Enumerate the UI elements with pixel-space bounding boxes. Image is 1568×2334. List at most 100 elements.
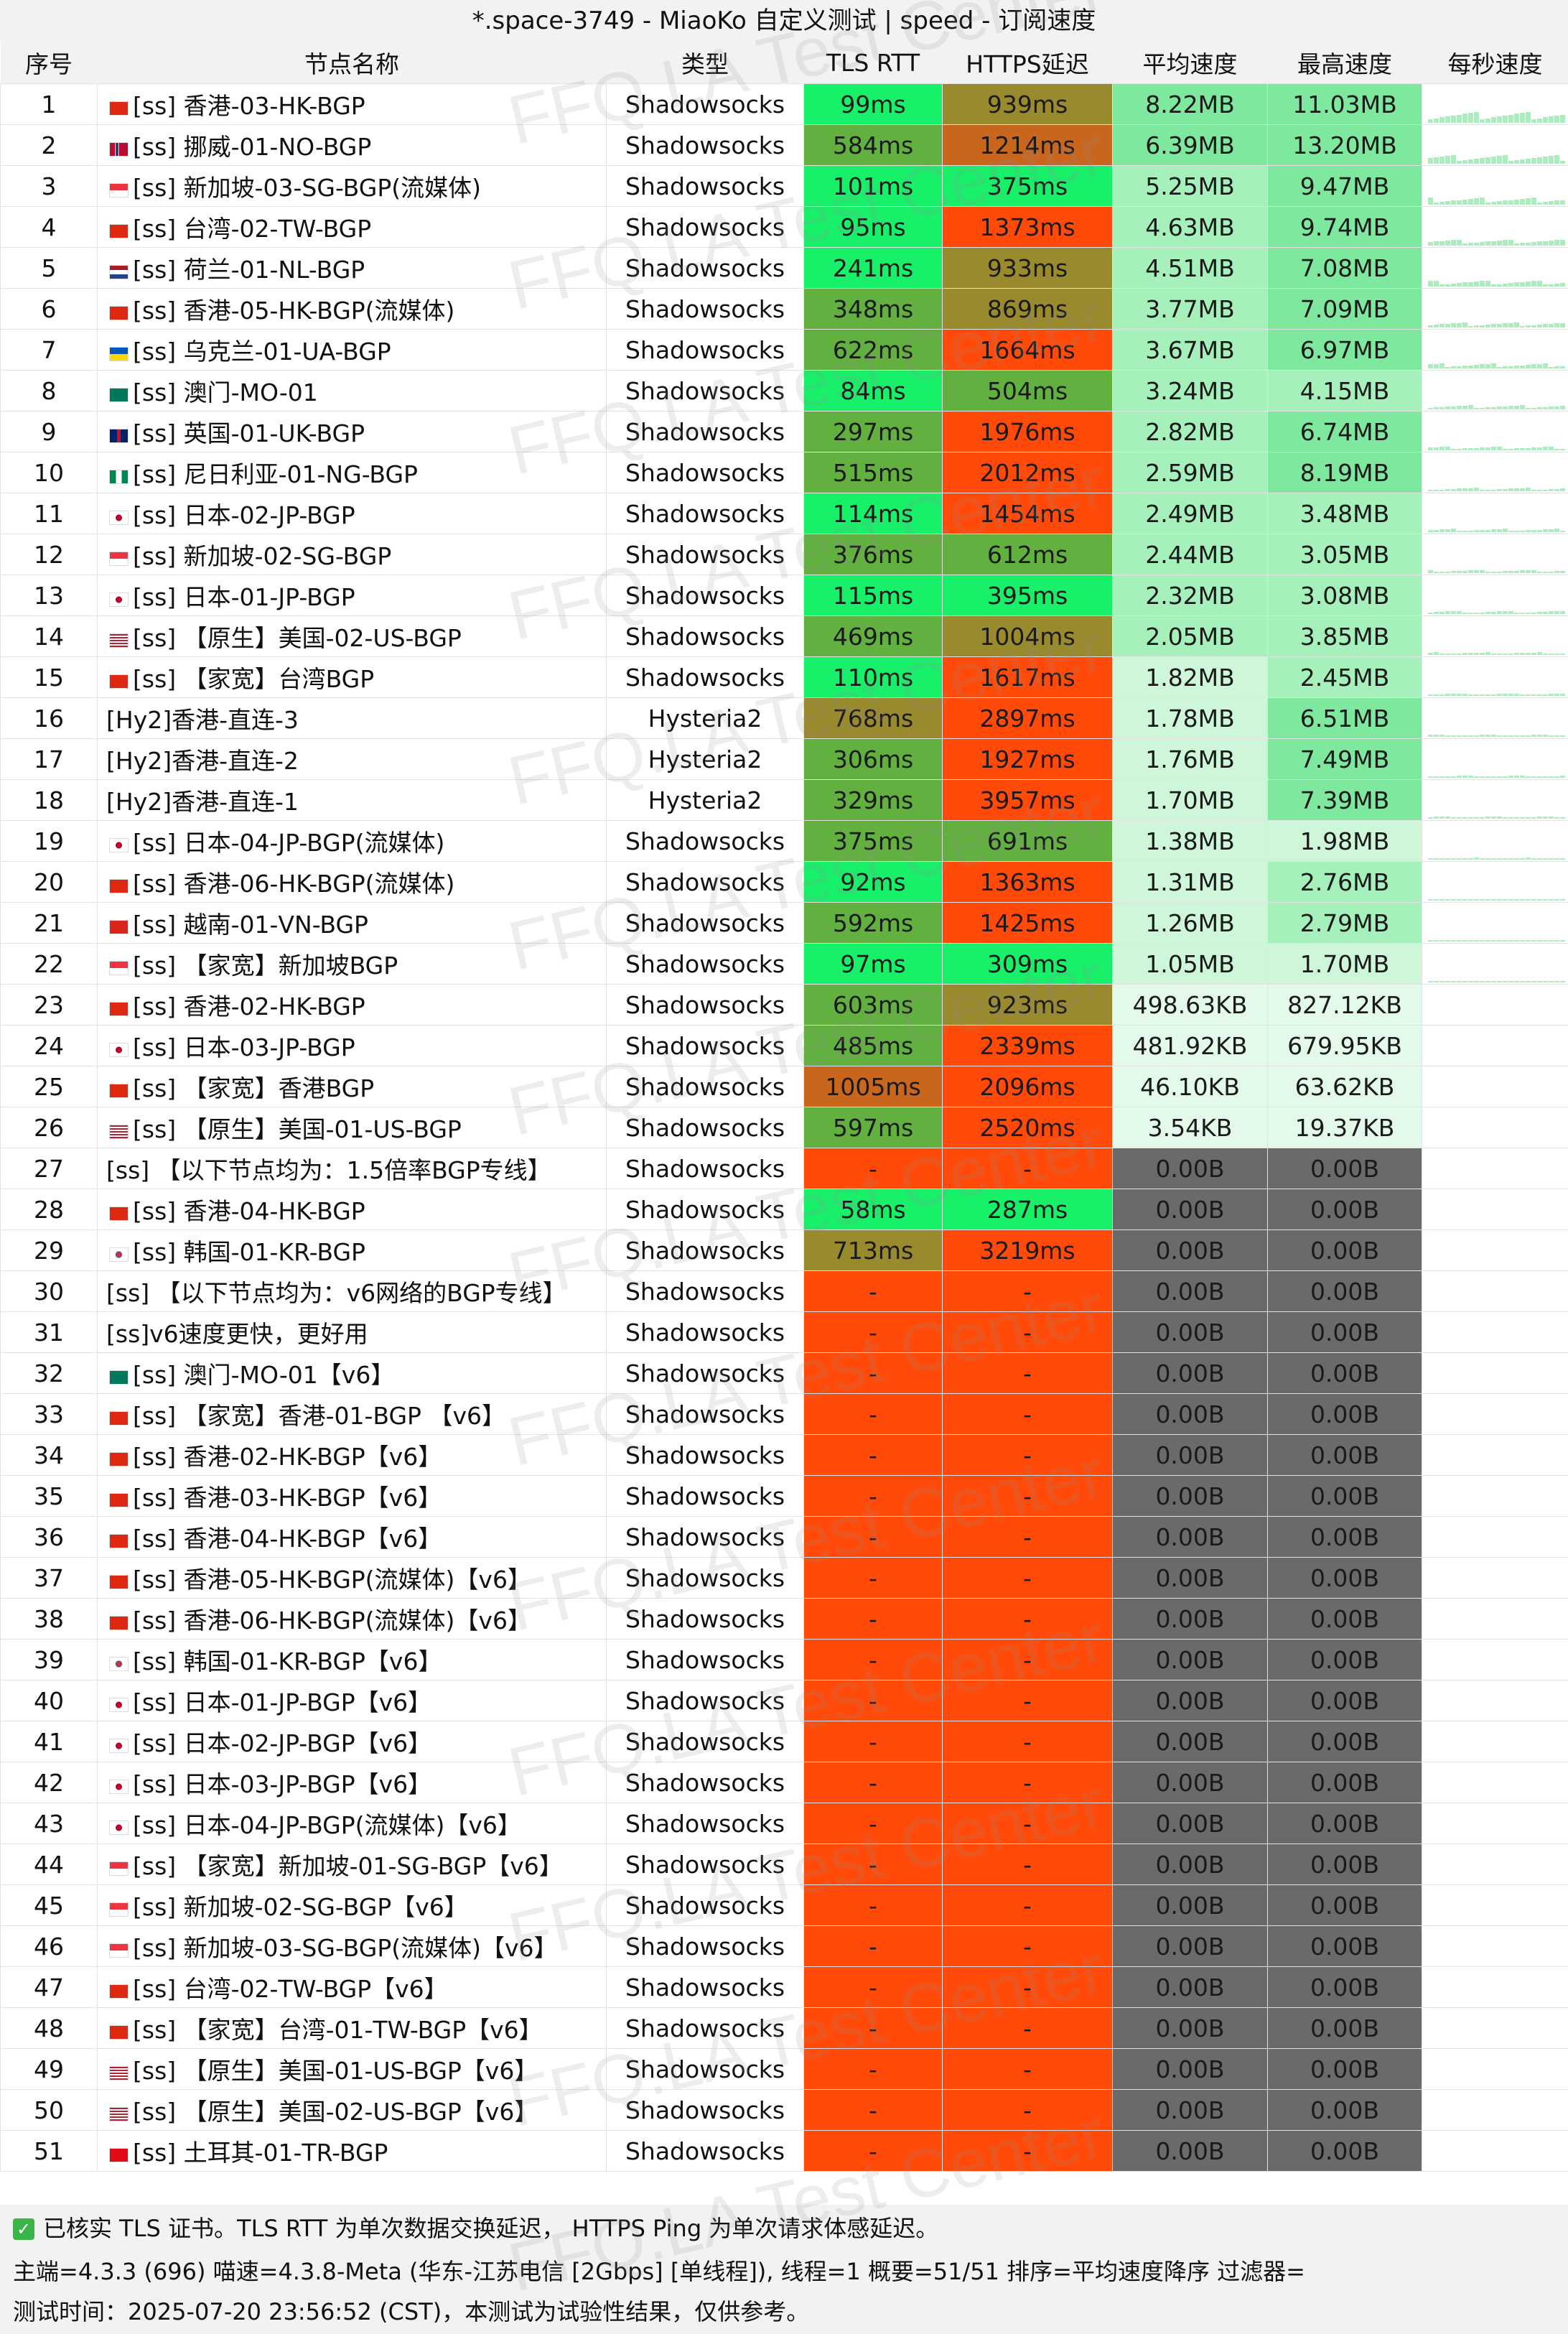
table-row[interactable]: 42 [ss] 日本-03-JP-BGP【v6】 Shadowsocks - -0.00… — [0, 1762, 1568, 1803]
table-row[interactable]: 1 [ss] 香港-03-HK-BGP Shadowsocks 99ms 939ms 8.… — [0, 83, 1568, 125]
table-row[interactable]: 32 [ss] 澳门-MO-01【v6】 Shadowsocks - -0.00B 0.0… — [0, 1352, 1568, 1394]
table-row[interactable]: 12 [ss] 新加坡-02-SG-BGP Shadowsocks 376ms 612m… — [0, 534, 1568, 575]
node-name-text: [ss] 【原生】美国-01-US-BGP【v6】 — [133, 2057, 538, 2085]
sparkline-bar — [1485, 157, 1490, 164]
sparkline-bar — [1457, 323, 1462, 327]
sparkline-bar — [1451, 571, 1456, 573]
table-row[interactable]: 37 [ss] 香港-05-HK-BGP(流媒体)【v6】 Shadowsocks -… — [0, 1557, 1568, 1599]
table-row[interactable]: 3 [ss] 新加坡-03-SG-BGP(流媒体) Shadowsocks 101ms… — [0, 165, 1568, 207]
table-row[interactable]: 9 [ss] 英国-01-UK-BGP Shadowsocks 297ms 1976ms… — [0, 411, 1568, 452]
sparkline-chart — [1428, 694, 1565, 696]
max-speed-cell: 1.70MB — [1267, 943, 1422, 985]
sparkline-bar — [1457, 240, 1462, 246]
table-row[interactable]: 41 [ss] 日本-02-JP-BGP【v6】 Shadowsocks - -0.00… — [0, 1721, 1568, 1762]
table-row[interactable]: 13 [ss] 日本-01-JP-BGP Shadowsocks 115ms 395ms… — [0, 575, 1568, 616]
sparkline-bar — [1491, 363, 1496, 368]
sparkline-bar — [1554, 694, 1559, 696]
sparkline-bar — [1457, 817, 1462, 819]
col-header-tls-rtt[interactable]: TLS RTT — [803, 42, 943, 84]
table-row[interactable]: 38 [ss] 香港-06-HK-BGP(流媒体)【v6】 Shadowsocks -… — [0, 1598, 1568, 1640]
sparkline-bar — [1462, 940, 1467, 941]
sparkline-bar — [1537, 364, 1542, 368]
per-second-sparkline — [1422, 1148, 1568, 1189]
table-row[interactable]: 43 [ss] 日本-04-JP-BGP(流媒体)【v6】 Shadowsocks -… — [0, 1803, 1568, 1844]
col-header-max-speed[interactable]: 最高速度 — [1267, 42, 1422, 84]
sparkline-bar — [1428, 447, 1433, 450]
sparkline-bar — [1491, 572, 1496, 573]
table-row[interactable]: 21 [ss] 越南-01-VN-BGP Shadowsocks 592ms 1425m… — [0, 902, 1568, 944]
col-header-node-name[interactable]: 节点名称 — [97, 42, 607, 84]
sparkline-bar — [1526, 857, 1531, 860]
table-row[interactable]: 40 [ss] 日本-01-JP-BGP【v6】 Shadowsocks - -0.00… — [0, 1680, 1568, 1721]
table-row[interactable]: 20 [ss] 香港-06-HK-BGP(流媒体) Shadowsocks 92ms 1… — [0, 861, 1568, 903]
col-header-index[interactable]: 序号 — [0, 42, 98, 84]
node-name-text: [ss] 韩国-01-KR-BGP — [133, 1238, 365, 1266]
sparkline-bar — [1526, 570, 1531, 573]
table-row[interactable]: 24 [ss] 日本-03-JP-BGP Shadowsocks 485ms 2339m… — [0, 1025, 1568, 1066]
col-header-per-second-speed[interactable]: 每秒速度 — [1422, 42, 1568, 84]
table-row[interactable]: 11 [ss] 日本-02-JP-BGP Shadowsocks 114ms 1454m… — [0, 493, 1568, 534]
sparkline-bar — [1428, 325, 1433, 327]
table-row[interactable]: 29 [ss] 韩国-01-KR-BGP Shadowsocks 713ms 3219m… — [0, 1229, 1568, 1271]
table-row[interactable]: 6 [ss] 香港-05-HK-BGP(流媒体) Shadowsocks 348ms 8… — [0, 288, 1568, 330]
node-name: [ss] 日本-04-JP-BGP(流媒体) — [97, 820, 607, 862]
sparkline-bar — [1497, 611, 1502, 614]
table-row[interactable]: 33 [ss] 【家宽】香港-01-BGP 【v6】 Shadowsocks - -0.… — [0, 1393, 1568, 1435]
table-row[interactable]: 23 [ss] 香港-02-HK-BGP Shadowsocks 603ms 923ms… — [0, 984, 1568, 1026]
table-row[interactable]: 16 [Hy2]香港-直连-3 Hysteria2 768ms 2897ms 1.78MB… — [0, 697, 1568, 739]
table-row[interactable]: 28 [ss] 香港-04-HK-BGP Shadowsocks 58ms 287ms 0… — [0, 1189, 1568, 1230]
table-row[interactable]: 47 [ss] 台湾-02-TW-BGP【v6】 Shadowsocks - -0.00… — [0, 1966, 1568, 2008]
sparkline-bar — [1474, 530, 1479, 532]
table-row[interactable]: 44 [ss] 【家宽】新加坡-01-SG-BGP【v6】 Shadowsocks -… — [0, 1844, 1568, 1885]
table-row[interactable]: 2 [ss] 挪威-01-NO-BGP Shadowsocks 584ms 1214ms… — [0, 124, 1568, 166]
max-speed-cell: 6.97MB — [1267, 329, 1422, 371]
col-header-https-latency[interactable]: HTTPS延迟 — [942, 42, 1113, 84]
table-row[interactable]: 34 [ss] 香港-02-HK-BGP【v6】 Shadowsocks - -0.00… — [0, 1434, 1568, 1476]
sparkline-bar — [1497, 201, 1502, 205]
sparkline-bar — [1439, 694, 1445, 696]
table-row[interactable]: 18 [Hy2]香港-直连-1 Hysteria2 329ms 3957ms 1.70MB… — [0, 779, 1568, 821]
col-header-type[interactable]: 类型 — [606, 42, 804, 84]
table-row[interactable]: 50 [ss] 【原生】美国-02-US-BGP【v6】 Shadowsocks - -… — [0, 2089, 1568, 2131]
table-row[interactable]: 30 [ss] 【以下节点均为：v6网络的BGP专线】 Shadowsocks - -0… — [0, 1270, 1568, 1312]
table-row[interactable]: 45 [ss] 新加坡-02-SG-BGP【v6】 Shadowsocks - -0.0… — [0, 1884, 1568, 1926]
sparkline-bar — [1543, 858, 1548, 860]
ua-flag-icon — [109, 347, 129, 361]
sparkline-bar — [1462, 448, 1467, 450]
table-row[interactable]: 49 [ss] 【原生】美国-01-US-BGP【v6】 Shadowsocks - -… — [0, 2048, 1568, 2090]
table-row[interactable]: 51 [ss] 土耳其-01-TR-BGP Shadowsocks - -0.00B 0.… — [0, 2130, 1568, 2172]
table-row[interactable]: 4 [ss] 台湾-02-TW-BGP Shadowsocks 95ms 1373ms 4… — [0, 206, 1568, 248]
sparkline-bar — [1560, 323, 1565, 327]
table-row[interactable]: 22 [ss] 【家宽】新加坡BGP Shadowsocks 97ms 309ms 1.0… — [0, 943, 1568, 985]
node-name-text: [ss] 【家宽】香港-01-BGP 【v6】 — [133, 1402, 505, 1430]
sparkline-bar — [1451, 366, 1456, 368]
table-row[interactable]: 35 [ss] 香港-03-HK-BGP【v6】 Shadowsocks - -0.00… — [0, 1475, 1568, 1517]
sparkline-bar — [1503, 694, 1508, 696]
sparkline-bar — [1480, 490, 1485, 491]
table-row[interactable]: 48 [ss] 【家宽】台湾-01-TW-BGP【v6】 Shadowsocks - -… — [0, 2007, 1568, 2049]
table-row[interactable]: 25 [ss] 【家宽】香港BGP Shadowsocks 1005ms 2096ms 4… — [0, 1066, 1568, 1107]
sparkline-bar — [1439, 202, 1445, 205]
per-second-sparkline — [1422, 984, 1568, 1026]
col-header-avg-speed[interactable]: 平均速度 — [1112, 42, 1268, 84]
sparkline-bar — [1526, 325, 1531, 327]
sparkline-bar — [1554, 817, 1559, 819]
table-row[interactable]: 27 [ss] 【以下节点均为：1.5倍率BGP专线】 Shadowsocks - -0… — [0, 1148, 1568, 1189]
table-row[interactable]: 36 [ss] 香港-04-HK-BGP【v6】 Shadowsocks - -0.00… — [0, 1516, 1568, 1558]
mo-flag-icon — [109, 388, 129, 402]
table-row[interactable]: 8 [ss] 澳门-MO-01 Shadowsocks 84ms 504ms 3.24MB… — [0, 370, 1568, 412]
sparkline-bar — [1526, 940, 1531, 941]
https-latency-cell: 1373ms — [942, 206, 1113, 248]
table-row[interactable]: 15 [ss] 【家宽】台湾BGP Shadowsocks 110ms 1617ms 1.… — [0, 656, 1568, 698]
table-row[interactable]: 10 [ss] 尼日利亚-01-NG-BGP Shadowsocks 515ms 201… — [0, 452, 1568, 493]
row-index: 45 — [0, 1884, 98, 1926]
table-row[interactable]: 39 [ss] 韩国-01-KR-BGP【v6】 Shadowsocks - -0.00… — [0, 1639, 1568, 1680]
table-row[interactable]: 17 [Hy2]香港-直连-2 Hysteria2 306ms 1927ms 1.76MB… — [0, 738, 1568, 780]
table-row[interactable]: 26 [ss] 【原生】美国-01-US-BGP Shadowsocks 597ms 2… — [0, 1107, 1568, 1148]
table-row[interactable]: 46 [ss] 新加坡-03-SG-BGP(流媒体)【v6】 Shadowsocks… — [0, 1925, 1568, 1967]
table-row[interactable]: 31 [ss]v6速度更快，更好用 Shadowsocks - -0.00B 0.00B — [0, 1311, 1568, 1353]
table-row[interactable]: 5 [ss] 荷兰-01-NL-BGP Shadowsocks 241ms 933ms 4… — [0, 247, 1568, 289]
table-row[interactable]: 19 [ss] 日本-04-JP-BGP(流媒体) Shadowsocks 375ms… — [0, 820, 1568, 862]
table-row[interactable]: 7 [ss] 乌克兰-01-UA-BGP Shadowsocks 622ms 1664m… — [0, 329, 1568, 371]
table-row[interactable]: 14 [ss] 【原生】美国-02-US-BGP Shadowsocks 469ms 1… — [0, 615, 1568, 657]
